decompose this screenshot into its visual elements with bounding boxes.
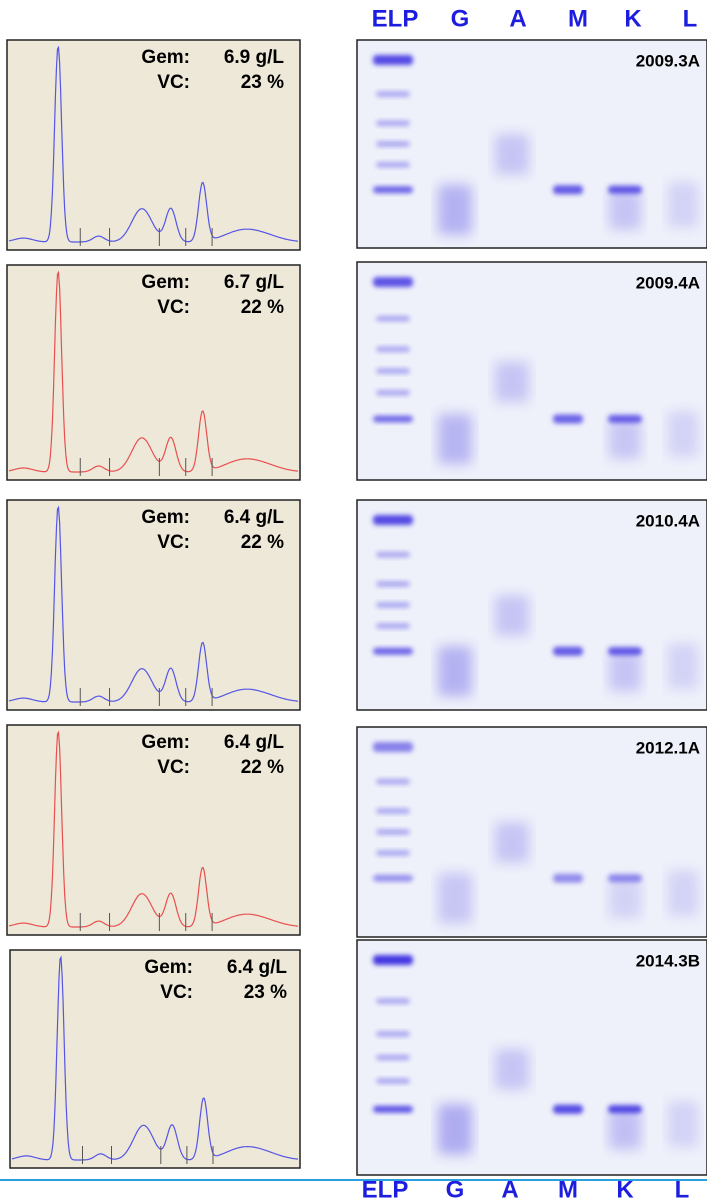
gel-band [376,850,410,856]
vc-value: 22 % [241,757,284,778]
gel-band [495,823,529,863]
figure: ELP G A M K L ELP G A M K L Gem: 6.9 g/L VC: 23 % 2009.3… [0,0,707,1201]
vc-label: VC: [160,982,193,1003]
gel-band [609,1109,641,1149]
lane-label: G [446,1176,465,1201]
gel-band [376,162,410,168]
gel-band [438,873,472,923]
lane-label: K [616,1176,634,1201]
gem-label: Gem: [141,732,190,753]
gel-band [373,875,413,882]
gel-band [373,955,413,965]
lane-label: ELP [372,5,419,32]
gel-band [668,411,698,456]
gel-band [376,552,410,558]
gel-band [376,808,410,814]
gem-value: 6.4 g/L [224,507,285,528]
gel-band [553,647,583,656]
gel-band [609,419,641,459]
gem-value: 6.4 g/L [224,732,285,753]
gem-value: 6.7 g/L [224,272,285,293]
gel-band [609,651,641,691]
gel-band [373,648,413,655]
gel-band [373,55,413,65]
gem-value: 6.9 g/L [224,47,285,68]
gel-band [376,581,410,587]
gel-band [373,186,413,193]
vc-label: VC: [157,297,190,318]
gel-band [376,120,410,126]
gel-band [553,185,583,194]
page: {"lanes_top": ["ELP", "G", "A", "M", "K"… [0,0,707,1201]
gel-band [376,602,410,608]
gel-band [609,878,641,918]
gel-band [376,1055,410,1061]
gel-band [438,185,472,235]
gel-band [373,277,413,287]
gel-band [376,779,410,785]
gel-band [376,829,410,835]
gel-band [438,414,472,464]
gel-band [376,141,410,147]
gel-band [495,362,529,402]
vc-label: VC: [157,72,190,93]
gem-label: Gem: [141,507,190,528]
gel-band [668,1102,698,1147]
gel-label: 2014.3B [636,951,700,970]
gel-label: 2009.3A [636,51,700,70]
gel-label: 2010.4A [636,511,700,530]
gel-band [376,390,410,396]
gel-band [438,646,472,696]
gel-band [553,874,583,883]
gel-band [376,1078,410,1084]
gel-band [376,346,410,352]
gel-band [376,316,410,322]
vc-value: 22 % [241,297,284,318]
vc-label: VC: [157,532,190,553]
gem-label: Gem: [141,272,190,293]
gem-label: Gem: [144,957,193,978]
gel-band [376,1031,410,1037]
gel-band [495,1049,529,1089]
gel-band [373,1106,413,1113]
gel-band [438,1104,472,1154]
lane-label: A [501,1176,518,1201]
gem-label: Gem: [141,47,190,68]
vc-value: 23 % [244,982,287,1003]
gel-label: 2009.4A [636,273,700,292]
gel-band [495,596,529,636]
vc-value: 23 % [241,72,284,93]
vc-label: VC: [157,757,190,778]
gel-band [376,91,410,97]
gel-band [609,190,641,230]
gel-band [373,415,413,422]
vc-value: 22 % [241,532,284,553]
lane-label: L [675,1176,690,1201]
gel-label: 2012.1A [636,738,700,757]
gel-band [668,182,698,227]
gel-band [373,742,413,752]
gel-band [376,998,410,1004]
gel-band [376,623,410,629]
gel-band [668,644,698,689]
gel-band [668,871,698,916]
lane-label: L [683,5,698,32]
lane-label: M [568,5,588,32]
lane-label: K [624,5,642,32]
lane-label: M [558,1176,578,1201]
lane-label: G [451,5,470,32]
gel-band [553,414,583,423]
gel-band [373,515,413,525]
gel-band [495,134,529,174]
gem-value: 6.4 g/L [227,957,288,978]
lane-label: ELP [362,1176,409,1201]
lane-label: A [509,5,526,32]
gel-band [553,1105,583,1114]
gel-band [376,368,410,374]
